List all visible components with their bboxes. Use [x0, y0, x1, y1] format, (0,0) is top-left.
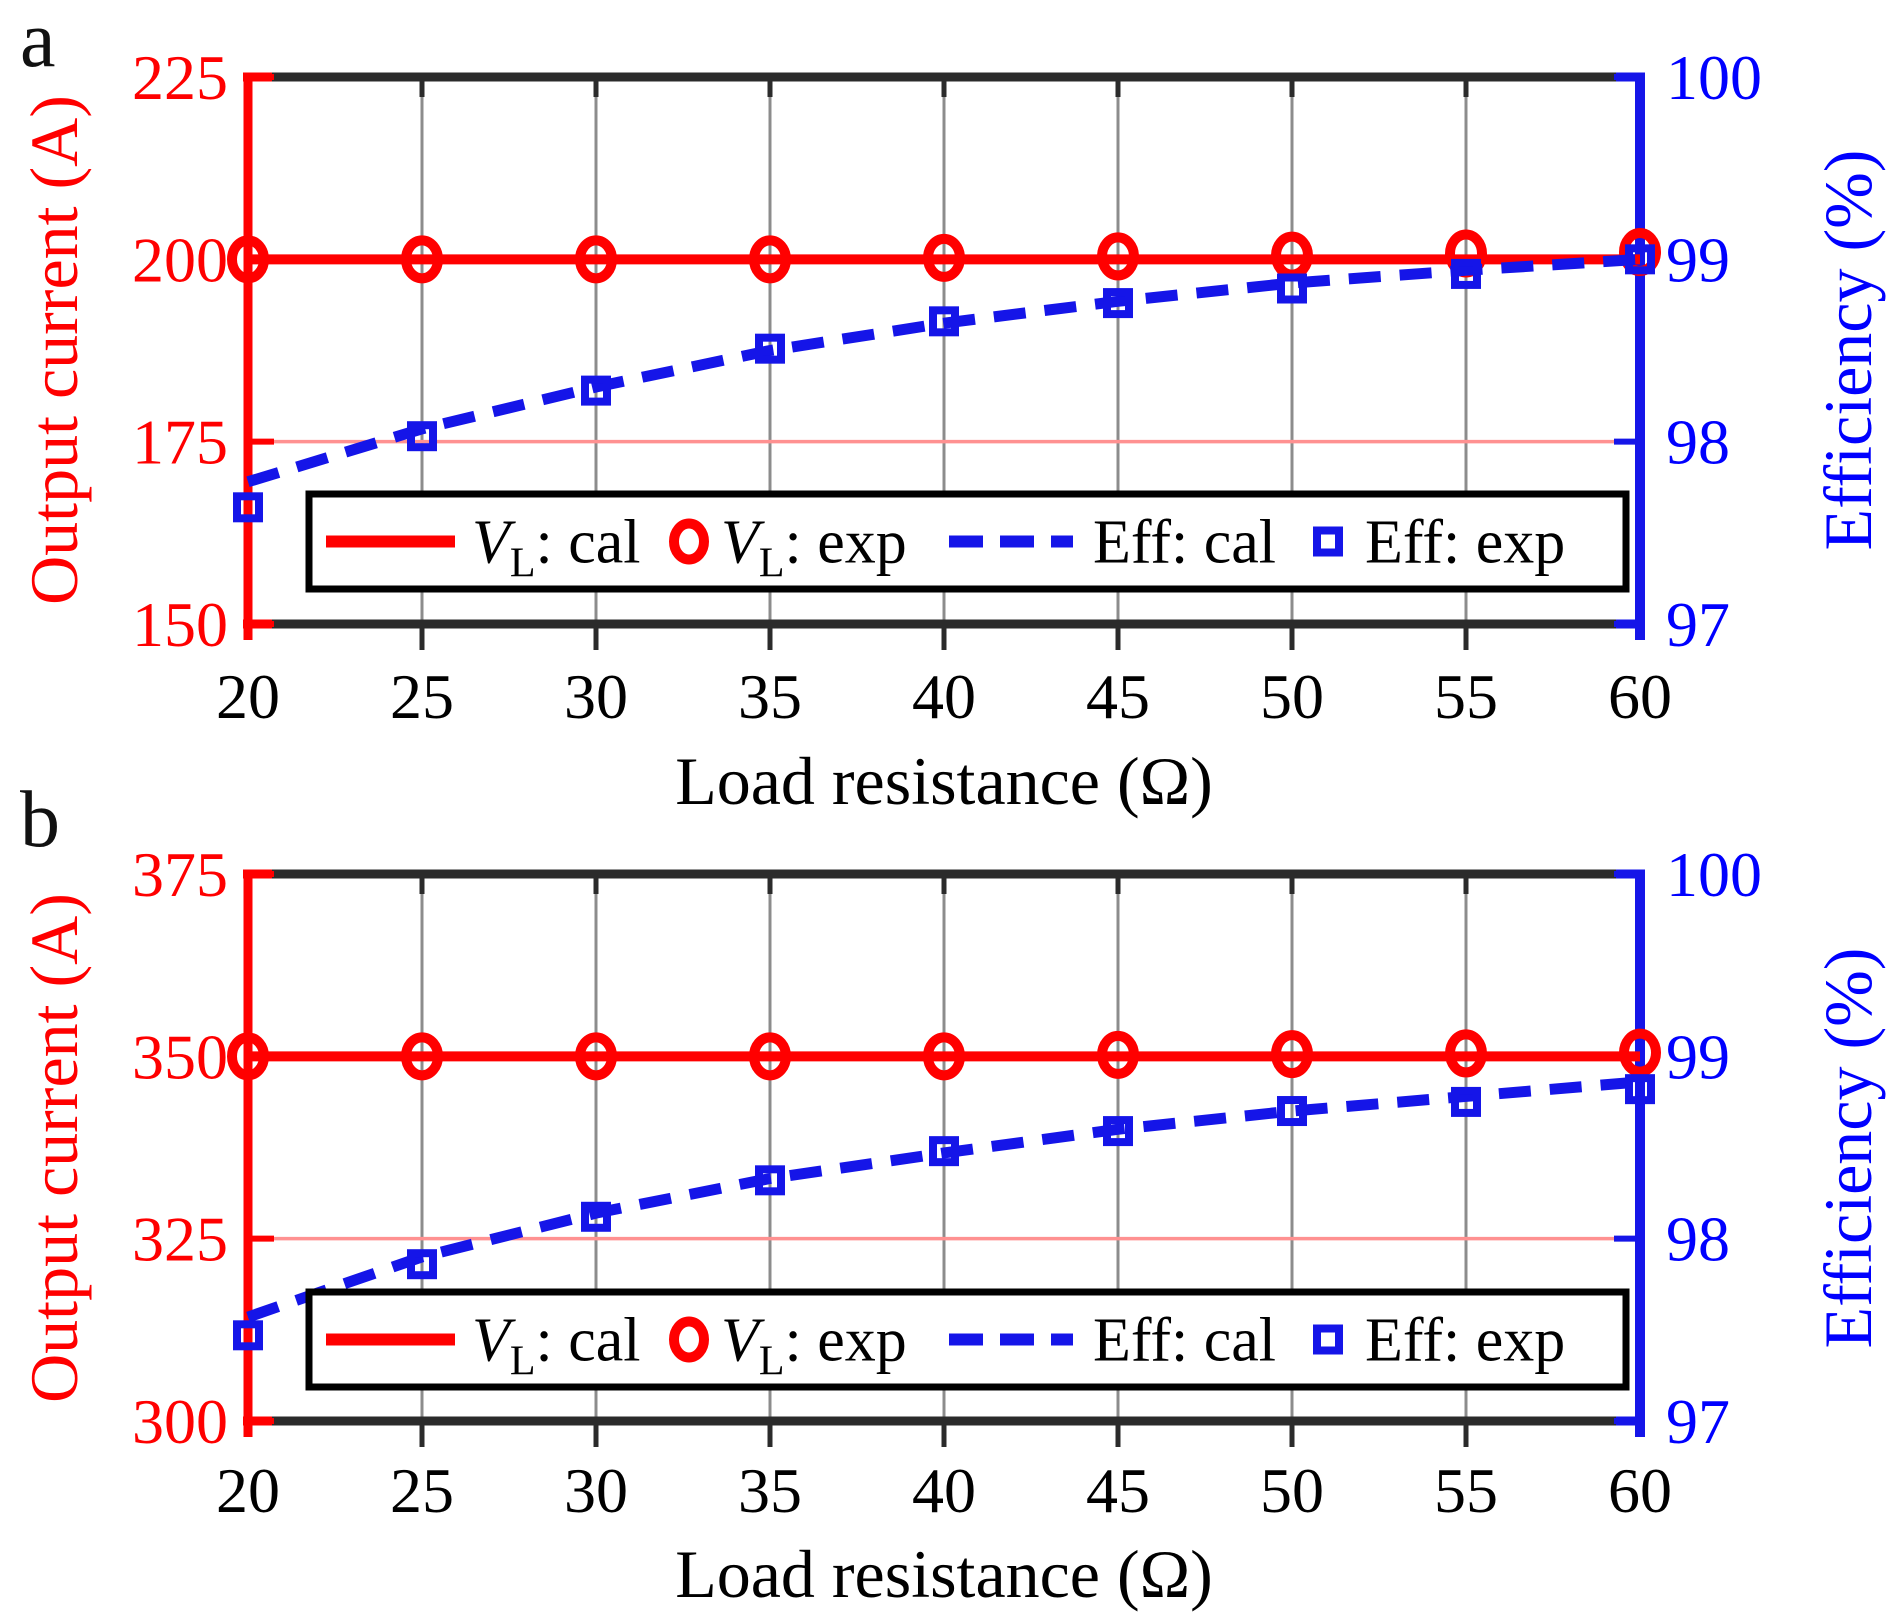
marker-square-Eff: exp-x45 — [1103, 288, 1133, 319]
series-line-Eff: cal — [246, 1076, 1641, 1323]
x-tick-label-55: 55 — [1434, 661, 1498, 732]
y-right-tick-label-97: 97 — [1666, 1386, 1730, 1457]
marker-square-Eff: exp-x55 — [1451, 258, 1481, 289]
marker-square-Eff: exp-x55 — [1451, 1086, 1481, 1117]
marker-square-Eff: exp-x30 — [581, 1201, 611, 1232]
x-tick-label-50: 50 — [1260, 1455, 1324, 1526]
x-tick-label-60: 60 — [1608, 661, 1672, 732]
marker-circle-VL: exp-x35 — [749, 235, 791, 284]
y-left-tick-label-325: 325 — [132, 1204, 228, 1275]
marker-square-Eff: exp-x50 — [1277, 1096, 1307, 1127]
y-right-axis-title-b: Efficiency (%) — [1810, 947, 1886, 1349]
legend-label-1: VL: cal — [472, 1307, 641, 1385]
marker-square-Eff: exp-x50 — [1277, 273, 1307, 304]
y-right-tick-label-97: 97 — [1666, 589, 1730, 660]
legend-label-4: Eff: exp — [1365, 509, 1565, 577]
x-tick-label-40: 40 — [912, 661, 976, 732]
x-tick-label-25: 25 — [390, 1455, 454, 1526]
marker-circle-VL: exp-x40 — [923, 1032, 965, 1081]
marker-square-Eff: exp-x20 — [233, 492, 263, 523]
marker-circle-VL: exp-x20 — [227, 1032, 269, 1081]
marker-circle-VL: exp-x25 — [401, 1032, 443, 1081]
legend-label-2: VL: exp — [721, 509, 907, 587]
marker-square-Eff: exp-x60 — [1625, 1074, 1655, 1105]
panel-a: 150 175 200 225 97 98 99 100 20 25 30 35 40 45 50 55 60 V… — [132, 42, 1762, 732]
marker-circle-VL: exp-x60 — [1619, 1028, 1661, 1077]
marker-circle-VL: exp-x20 — [227, 235, 269, 284]
x-tick-label-30: 30 — [564, 661, 628, 732]
marker-square-Eff: exp-x20 — [233, 1320, 263, 1351]
marker-square-Eff: exp-x35 — [755, 333, 785, 364]
y-left-tick-label-200: 200 — [132, 224, 228, 295]
x-axis-title-b: Load resistance (Ω) — [675, 1536, 1213, 1612]
y-left-tick-label-375: 375 — [132, 839, 228, 910]
legend-label-4: Eff: exp — [1365, 1307, 1565, 1375]
y-right-tick-label-100: 100 — [1666, 839, 1762, 910]
marker-circle-VL: exp-x55 — [1445, 1029, 1487, 1078]
y-left-tick-label-225: 225 — [132, 42, 228, 113]
y-left-tick-label-150: 150 — [132, 589, 228, 660]
legend-square-sample — [1313, 526, 1343, 557]
marker-circle-VL: exp-x30 — [575, 1032, 617, 1081]
y-right-tick-label-98: 98 — [1666, 407, 1730, 478]
panel-b: 300 325 350 375 97 98 99 100 20 25 30 35 40 45 50 55 60 V… — [132, 839, 1762, 1526]
y-right-tick-label-100: 100 — [1666, 42, 1762, 113]
series-line-Eff: cal — [246, 253, 1641, 488]
panel-label-b: b — [20, 776, 60, 864]
y-right-axis-title-a: Efficiency (%) — [1810, 149, 1886, 551]
legend-circle-sample — [669, 518, 709, 565]
y-left-tick-label-300: 300 — [132, 1386, 228, 1457]
x-tick-label-30: 30 — [564, 1455, 628, 1526]
marker-circle-VL: exp-x30 — [575, 235, 617, 284]
y-right-tick-label-99: 99 — [1666, 224, 1730, 295]
x-tick-label-50: 50 — [1260, 661, 1324, 732]
legend-label-2: VL: exp — [721, 1307, 907, 1385]
marker-circle-VL: exp-x45 — [1097, 232, 1139, 281]
legend-a: VL: cal VL: exp Eff: cal Eff: exp — [305, 490, 1630, 593]
y-right-tick-label-98: 98 — [1666, 1204, 1730, 1275]
panel-label-a: a — [20, 0, 56, 84]
marker-square-Eff: exp-x45 — [1103, 1116, 1133, 1147]
x-tick-label-55: 55 — [1434, 1455, 1498, 1526]
legend-circle-sample — [669, 1316, 709, 1363]
marker-circle-VL: exp-x35 — [749, 1032, 791, 1081]
y-left-axis-title-a: Output current (A) — [16, 95, 92, 605]
marker-square-Eff: exp-x40 — [929, 306, 959, 337]
y-right-tick-label-99: 99 — [1666, 1021, 1730, 1092]
y-left-tick-label-350: 350 — [132, 1021, 228, 1092]
marker-square-Eff: exp-x35 — [755, 1165, 785, 1196]
x-tick-label-20: 20 — [216, 1455, 280, 1526]
x-axis-title-a: Load resistance (Ω) — [675, 743, 1213, 819]
legend-label-1: VL: cal — [472, 509, 641, 587]
x-tick-label-45: 45 — [1086, 661, 1150, 732]
legend-label-3: Eff: cal — [1093, 509, 1276, 577]
legend-b: VL: cal VL: exp Eff: cal Eff: exp — [305, 1288, 1630, 1391]
legend-label-3: Eff: cal — [1093, 1307, 1276, 1375]
x-tick-label-45: 45 — [1086, 1455, 1150, 1526]
x-tick-label-35: 35 — [738, 661, 802, 732]
y-left-tick-label-175: 175 — [132, 407, 228, 478]
x-tick-label-25: 25 — [390, 661, 454, 732]
x-tick-label-60: 60 — [1608, 1455, 1672, 1526]
legend-square-sample — [1313, 1324, 1343, 1355]
marker-square-Eff: exp-x40 — [929, 1136, 959, 1167]
marker-square-Eff: exp-x25 — [407, 1249, 437, 1280]
marker-square-Eff: exp-x25 — [407, 421, 437, 452]
marker-square-Eff: exp-x60 — [1625, 244, 1655, 275]
marker-circle-VL: exp-x50 — [1271, 1030, 1313, 1079]
x-tick-label-20: 20 — [216, 661, 280, 732]
x-tick-label-35: 35 — [738, 1455, 802, 1526]
marker-circle-VL: exp-x45 — [1097, 1030, 1139, 1079]
marker-circle-VL: exp-x40 — [923, 233, 965, 282]
x-tick-label-40: 40 — [912, 1455, 976, 1526]
marker-square-Eff: exp-x30 — [581, 375, 611, 406]
marker-circle-VL: exp-x25 — [401, 235, 443, 284]
y-left-axis-title-b: Output current (A) — [16, 893, 92, 1403]
